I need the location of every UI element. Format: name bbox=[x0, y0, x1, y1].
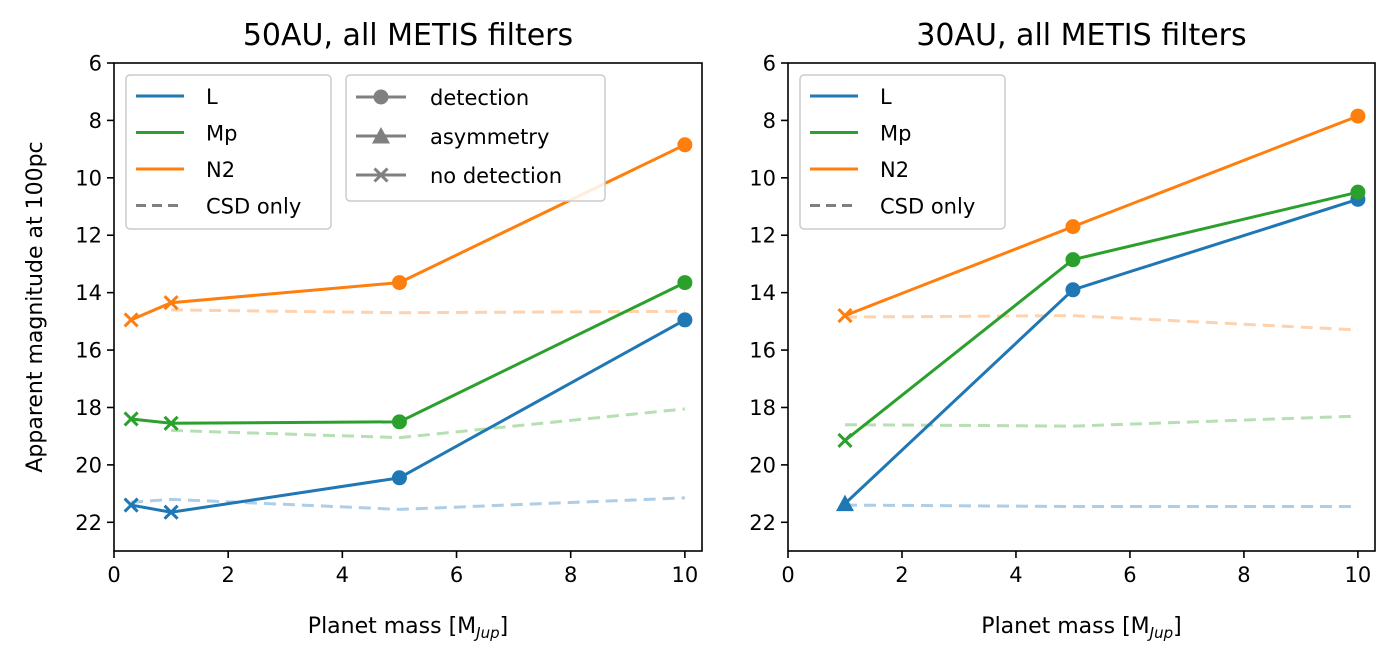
legend-markers: detection asymmetry no detection bbox=[345, 74, 606, 202]
data-point-n2 bbox=[1350, 108, 1366, 124]
data-point-n2 bbox=[837, 308, 853, 324]
x-tick-label: 10 bbox=[672, 563, 699, 587]
y-tick-label: 20 bbox=[75, 453, 102, 477]
data-point-l bbox=[1065, 282, 1081, 298]
y-tick-label: 22 bbox=[749, 511, 776, 535]
legend-label: N2 bbox=[880, 158, 909, 182]
x-tick-label: 4 bbox=[336, 563, 349, 587]
series-line-l bbox=[843, 197, 1359, 505]
y-tick-label: 14 bbox=[749, 281, 776, 305]
data-point-mp bbox=[123, 411, 139, 427]
data-point-mp bbox=[1350, 184, 1366, 200]
y-tick-label: 16 bbox=[749, 339, 776, 363]
x-tick-label: 6 bbox=[1123, 563, 1136, 587]
legend-box bbox=[799, 74, 1006, 230]
csd-line-mp bbox=[171, 407, 686, 440]
x-axis-label-subscript: Jup bbox=[473, 624, 499, 642]
legend-filters: L Mp N2 CSD only bbox=[799, 74, 1006, 230]
legend-label: N2 bbox=[206, 158, 235, 182]
data-point-n2 bbox=[1065, 219, 1081, 235]
data-point-l bbox=[391, 470, 407, 486]
y-tick-label: 20 bbox=[749, 453, 776, 477]
y-tick-label: 12 bbox=[75, 224, 102, 248]
legend-label: detection bbox=[430, 86, 529, 110]
data-point-mp bbox=[391, 414, 407, 430]
x-axis-label-main: Planet mass [M bbox=[308, 614, 476, 639]
x-axis-label: Planet mass [MJup] bbox=[308, 614, 508, 642]
y-tick-label: 18 bbox=[749, 396, 776, 420]
csd-line-l bbox=[131, 496, 685, 511]
x-tick-label: 4 bbox=[1009, 563, 1022, 587]
data-point-l bbox=[835, 494, 854, 512]
data-point-l bbox=[123, 497, 139, 513]
x-axis-label: Planet mass [MJup] bbox=[981, 614, 1181, 642]
legend-filters: L Mp N2 CSD only bbox=[125, 74, 332, 230]
csd-line-mp bbox=[844, 414, 1358, 428]
data-point-n2 bbox=[123, 312, 139, 328]
legend-label: CSD only bbox=[880, 195, 975, 219]
data-point-mp bbox=[163, 415, 179, 431]
y-tick-label: 6 bbox=[89, 52, 102, 76]
csd-line-n2 bbox=[171, 308, 685, 315]
y-axis-label: Apparent magnitude at 100pc bbox=[23, 141, 48, 472]
data-point-mp bbox=[837, 432, 853, 449]
legend-marker-symbol bbox=[373, 167, 389, 183]
data-point-n2 bbox=[677, 137, 693, 153]
chart-title: 30AU, all METIS filters bbox=[916, 18, 1246, 53]
legend-label: Mp bbox=[880, 122, 911, 146]
legend-label: CSD only bbox=[206, 195, 301, 219]
data-point-l bbox=[163, 504, 179, 520]
x-axis-label-end: ] bbox=[1173, 614, 1182, 639]
chart-title: 50AU, all METIS filters bbox=[243, 18, 573, 53]
y-tick-label: 8 bbox=[763, 109, 776, 133]
x-tick-label: 0 bbox=[107, 563, 120, 587]
y-tick-label: 10 bbox=[749, 166, 776, 190]
legend-marker-symbol bbox=[373, 89, 389, 105]
y-tick-label: 18 bbox=[75, 396, 102, 420]
y-tick-label: 14 bbox=[75, 281, 102, 305]
y-tick-label: 22 bbox=[75, 511, 102, 535]
x-tick-label: 10 bbox=[1345, 563, 1372, 587]
legend-box bbox=[345, 74, 606, 202]
series-line-l bbox=[130, 318, 686, 514]
x-tick-label: 0 bbox=[781, 563, 794, 587]
y-tick-label: 10 bbox=[75, 166, 102, 190]
x-tick-label: 8 bbox=[1237, 563, 1250, 587]
csd-line-n2 bbox=[844, 314, 1358, 332]
data-point-mp bbox=[1065, 252, 1081, 268]
axes-frame bbox=[113, 62, 703, 552]
chart-panel-30au: 0 2 4 6 8 10 6 8 10 12 14 16 18 20 22 30AU, all METIS f… bbox=[749, 18, 1376, 642]
legend-box bbox=[125, 74, 332, 230]
y-tick-label: 12 bbox=[749, 224, 776, 248]
y-tick-label: 16 bbox=[75, 339, 102, 363]
legend-label: L bbox=[880, 85, 892, 109]
x-tick-label: 6 bbox=[450, 563, 463, 587]
legend-label: Mp bbox=[206, 122, 237, 146]
data-point-n2 bbox=[163, 295, 179, 311]
x-axis-label-subscript: Jup bbox=[1147, 624, 1173, 642]
x-tick-label: 2 bbox=[895, 563, 908, 587]
y-tick-label: 6 bbox=[763, 52, 776, 76]
csd-line-l bbox=[844, 503, 1358, 509]
series-line-n2 bbox=[130, 143, 686, 322]
chart-panel-50au: 0 2 4 6 8 10 6 8 10 12 14 16 18 20 22 50AU, all METIS f… bbox=[23, 18, 703, 642]
legend-label: asymmetry bbox=[430, 125, 549, 149]
legend-label: L bbox=[206, 85, 218, 109]
x-tick-label: 8 bbox=[564, 563, 577, 587]
axes-frame bbox=[787, 62, 1376, 552]
x-axis-label-end: ] bbox=[500, 614, 509, 639]
x-tick-label: 2 bbox=[221, 563, 234, 587]
data-point-n2 bbox=[391, 275, 407, 291]
legend-label: no detection bbox=[430, 164, 562, 188]
data-point-l bbox=[677, 312, 693, 328]
x-axis-label-main: Planet mass [M bbox=[981, 614, 1149, 639]
series-line-mp bbox=[130, 281, 686, 425]
y-tick-label: 8 bbox=[89, 109, 102, 133]
data-point-mp bbox=[677, 275, 693, 291]
legend-marker-symbol bbox=[372, 127, 390, 144]
